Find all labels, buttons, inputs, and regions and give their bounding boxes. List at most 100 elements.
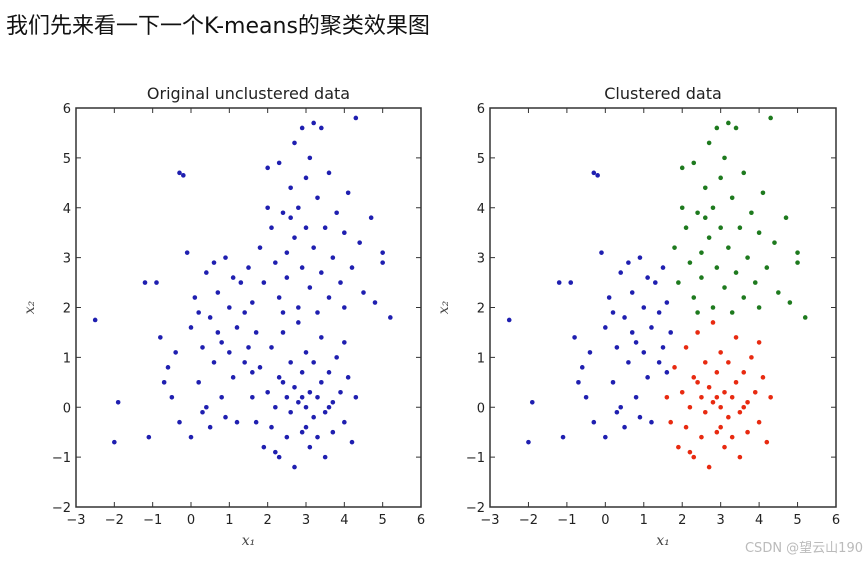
data-point [622,315,627,320]
data-point [691,454,697,460]
data-point [284,434,290,440]
data-point [672,245,677,250]
data-point [200,409,205,415]
x-tick-label: −3 [480,513,499,528]
data-point [787,300,793,305]
data-point [695,310,700,315]
data-point [603,434,608,440]
data-point [207,424,213,430]
data-point [315,394,320,400]
data-point [326,170,332,176]
data-point [234,419,240,425]
data-point [618,270,624,275]
data-point [280,210,286,216]
data-point [211,260,217,265]
data-point [112,439,117,445]
y-tick-label: 2 [63,302,71,317]
data-point [741,170,747,176]
data-point [649,325,654,330]
data-point [749,210,754,216]
data-point [311,245,316,250]
data-point [265,205,270,211]
data-point [353,115,359,121]
data-point [722,285,727,290]
data-point [299,125,305,131]
data-point [269,345,274,350]
y-tick-label: 2 [477,302,485,317]
data-point [622,424,627,430]
data-point [276,160,282,166]
data-point [288,409,293,415]
data-point [726,245,731,250]
data-point [188,434,194,440]
data-point [261,444,267,450]
data-point [211,360,217,365]
data-point [629,330,635,335]
x-tick-label: −2 [519,513,538,528]
data-point [664,370,670,375]
data-point [276,375,282,380]
data-point [299,429,305,435]
data-point [230,275,236,280]
data-point [115,399,121,405]
data-point [276,454,282,460]
data-point [173,350,178,355]
x-tick-label: 5 [793,513,801,528]
data-point [768,115,773,121]
data-point [637,255,643,260]
data-point [760,375,766,380]
data-point [342,230,347,235]
data-point [177,419,182,425]
data-point [292,464,297,470]
data-point [368,215,374,221]
data-point [215,330,221,335]
data-point [338,389,343,395]
y-tick-label: −1 [466,451,485,466]
data-point [718,404,723,410]
data-point [752,389,758,395]
data-point [702,185,708,191]
data-point [280,380,286,385]
data-point [583,394,589,400]
data-point [714,394,720,400]
data-point [629,290,635,295]
data-point [146,434,152,440]
data-point [257,365,263,370]
x-tick-label: −3 [66,513,85,528]
data-point [676,444,681,450]
data-point [683,345,689,350]
data-point [783,215,789,221]
data-point [618,404,624,410]
data-point [695,380,700,385]
data-point [234,325,240,330]
y-tick-label: 5 [63,152,71,167]
data-point [752,280,758,285]
data-point [679,389,685,395]
data-point [591,419,597,425]
data-point [303,350,309,355]
data-point [795,250,800,255]
data-point [307,389,313,395]
data-point [668,330,673,335]
data-point [745,255,750,260]
data-point [227,305,232,310]
data-point [322,454,328,460]
y-tick-label: −2 [466,501,485,516]
data-point [92,317,98,323]
y-tick-label: 0 [63,401,71,416]
x-tick-label: −1 [143,513,162,528]
watermark: CSDN @望云山190 [744,541,863,556]
data-point [273,449,278,455]
data-point [591,170,597,176]
data-point [706,385,712,390]
data-point [296,205,301,211]
data-point [319,125,324,131]
data-point [269,225,274,230]
data-point [338,280,343,285]
data-point [660,265,666,270]
y-tick-label: 6 [477,102,485,117]
data-point [322,409,328,415]
data-point [303,225,309,230]
data-point [357,240,362,245]
